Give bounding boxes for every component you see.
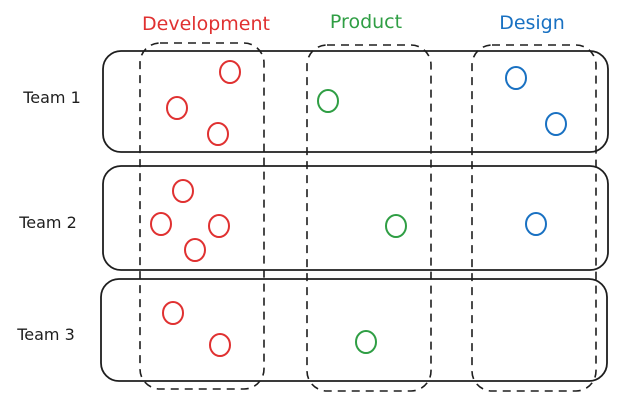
member-circle-team-2-product bbox=[385, 214, 407, 238]
team-2-row-box bbox=[102, 165, 609, 271]
member-circle-team-3-development bbox=[209, 333, 231, 357]
member-circle-team-1-development bbox=[219, 60, 241, 84]
column-label-design: Design bbox=[499, 12, 565, 34]
member-circle-team-2-design bbox=[525, 212, 547, 236]
team-3-row-box bbox=[100, 278, 608, 382]
member-circle-team-1-design bbox=[505, 66, 527, 90]
row-label-team-3: Team 3 bbox=[16, 325, 75, 344]
member-circle-team-2-development bbox=[184, 238, 206, 262]
team-1-row-box bbox=[102, 50, 609, 153]
member-circle-team-2-development bbox=[150, 212, 172, 236]
row-label-team-2: Team 2 bbox=[18, 213, 77, 232]
member-circle-team-2-development bbox=[172, 179, 194, 203]
member-circle-team-1-development bbox=[166, 96, 188, 120]
design-column-box bbox=[471, 44, 597, 392]
development-column-box bbox=[139, 42, 265, 390]
member-circle-team-1-development bbox=[207, 122, 229, 146]
member-circle-team-1-design bbox=[545, 112, 567, 136]
member-circle-team-3-development bbox=[162, 301, 184, 325]
member-circle-team-3-product bbox=[355, 330, 377, 354]
product-column-box bbox=[306, 44, 432, 392]
column-label-product: Product bbox=[330, 11, 402, 33]
column-label-development: Development bbox=[142, 13, 270, 35]
member-circle-team-1-product bbox=[317, 89, 339, 113]
member-circle-team-2-development bbox=[208, 214, 230, 238]
row-label-team-1: Team 1 bbox=[22, 88, 81, 107]
